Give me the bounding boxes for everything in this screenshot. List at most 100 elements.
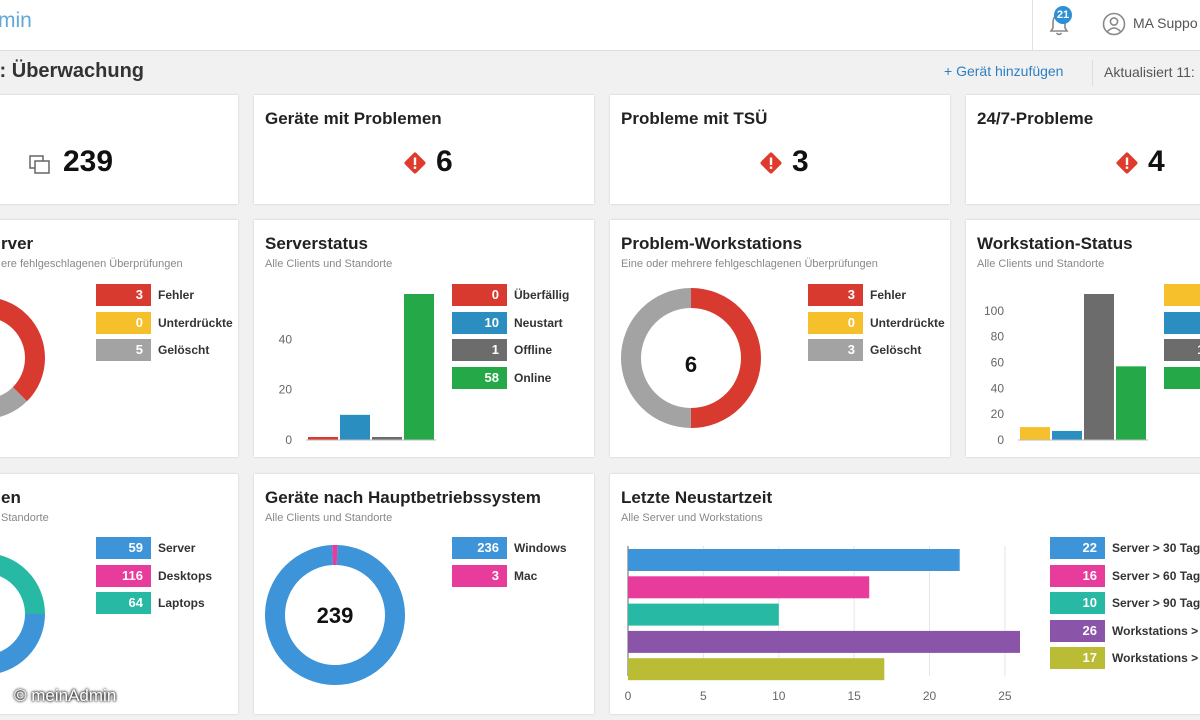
legend-value: 16	[1050, 564, 1105, 587]
donut-slice[interactable]	[0, 297, 45, 419]
legend-value: 59	[96, 537, 151, 559]
y-tick-label: 20	[279, 383, 293, 397]
x-tick-label: 15	[847, 689, 861, 703]
x-tick-label: 25	[998, 689, 1012, 703]
restart-chart: 0 5 10 15 20 25	[625, 546, 1020, 703]
card-title: Probleme mit TSÜ	[621, 109, 768, 128]
donut-slice[interactable]	[0, 555, 45, 673]
warning-icon	[760, 152, 782, 174]
bar[interactable]	[1052, 430, 1082, 440]
donut-center-value: 239	[317, 603, 354, 628]
legend-label: Gelöscht	[158, 343, 210, 357]
card-problem-devices[interactable]: Geräte mit Problemen 6	[254, 95, 594, 204]
devices-count: 239	[63, 145, 114, 178]
card-title: en	[1, 488, 21, 507]
legend-label: Laptops	[158, 596, 205, 610]
card-247-problems[interactable]: 24/7-Probleme 4	[966, 95, 1200, 204]
last-updated: Aktualisiert 11:	[1104, 64, 1195, 80]
card-restart[interactable]: Letzte Neustartzeit Alle Server und Work…	[610, 474, 1200, 714]
bar[interactable]	[628, 658, 885, 681]
legend-value: 17	[1050, 647, 1105, 669]
os-donut: 239	[265, 545, 405, 685]
card-title: Serverstatus	[265, 234, 369, 253]
legend-value: 58	[452, 366, 507, 389]
topbar-divider	[1032, 0, 1033, 50]
bar[interactable]	[340, 414, 370, 440]
legend-label: Workstations >	[1112, 651, 1199, 665]
device-types-donut	[0, 555, 45, 673]
bar[interactable]	[404, 294, 434, 440]
brand-logo[interactable]: min	[0, 9, 32, 32]
toolbar-divider	[1092, 60, 1093, 86]
legend-value	[1164, 311, 1200, 334]
card-os[interactable]: Geräte nach Hauptbetriebssystem Alle Cli…	[254, 474, 594, 714]
user-name[interactable]: MA Suppo	[1133, 15, 1198, 31]
card-subtitle: Alle Clients und Standorte	[265, 258, 393, 270]
legend-label: Desktops	[158, 568, 213, 583]
legend-label: Workstations >	[1112, 623, 1199, 638]
card-title: Problem-Workstations	[621, 234, 803, 253]
y-tick-label: 80	[991, 330, 1005, 344]
x-tick-label: 0	[625, 689, 632, 703]
bar[interactable]	[1020, 427, 1050, 440]
card-device-types[interactable]: en Standorte 59 Server 116 Desktops 64 Laptop…	[0, 474, 238, 714]
bar[interactable]	[1084, 294, 1114, 440]
card-subtitle: Alle Clients und Standorte	[265, 512, 393, 524]
legend-value: 0	[808, 311, 863, 334]
problem-server-donut	[0, 297, 45, 419]
legend-value: 5	[1164, 366, 1200, 389]
y-tick-label: 100	[984, 304, 1004, 318]
card-tsu-problems[interactable]: Probleme mit TSÜ 3	[610, 95, 950, 204]
legend-value: 26	[1050, 619, 1105, 642]
card-workstation-status[interactable]: Workstation-Status Alle Clients und Stan…	[966, 220, 1200, 457]
legend-label: Überfällig	[514, 288, 570, 302]
bar[interactable]	[1116, 366, 1146, 440]
problem-devices-count: 6	[436, 145, 453, 178]
legend-value: 3	[808, 339, 863, 361]
legend-label: Offline	[514, 343, 552, 357]
legend-value: 10	[1050, 592, 1105, 614]
y-tick-label: 0	[285, 433, 292, 447]
card-title: rver	[1, 234, 34, 253]
donut-center-value: 6	[685, 352, 697, 377]
donut-slice[interactable]	[621, 288, 761, 428]
workstation-status-chart: 0 20 40 60 80 100	[984, 294, 1148, 447]
bar[interactable]	[308, 437, 338, 440]
card-title: Geräte nach Hauptbetriebssystem	[265, 488, 541, 507]
card-devices[interactable]: 239	[0, 95, 238, 204]
bar[interactable]	[628, 549, 960, 571]
bar[interactable]	[372, 437, 402, 440]
donut-slice[interactable]	[265, 545, 405, 685]
legend-value: 11	[1164, 339, 1200, 361]
user-icon[interactable]	[1102, 12, 1126, 36]
notification-badge[interactable]: 21	[1054, 6, 1072, 24]
legend-label: Server > 30 Tag	[1112, 541, 1200, 555]
card-problem-workstations[interactable]: Problem-Workstations Eine oder mehrere f…	[610, 220, 950, 457]
legend-label: Online	[514, 370, 552, 385]
legend-label: Server > 90 Tag	[1112, 596, 1200, 610]
bar[interactable]	[628, 630, 1020, 653]
legend-label: Gelöscht	[870, 343, 922, 357]
card-subtitle: ere fehlgeschlagenen Überprüfungen	[1, 258, 183, 270]
bar[interactable]	[628, 603, 779, 626]
legend-label: Fehler	[870, 288, 907, 302]
legend-label: Server > 60 Tag	[1112, 568, 1200, 583]
tsu-problems-count: 3	[792, 145, 809, 178]
card-title: Geräte mit Problemen	[265, 109, 442, 128]
card-title: Workstation-Status	[977, 234, 1133, 253]
legend-label: Mac	[514, 568, 538, 583]
card-subtitle: Standorte	[1, 512, 49, 524]
x-tick-label: 20	[923, 689, 937, 703]
card-problem-server[interactable]: rver ere fehlgeschlagenen Überprüfungen …	[0, 220, 238, 457]
warning-icon	[1116, 152, 1138, 174]
devices-icon	[29, 155, 50, 174]
card-title: 24/7-Probleme	[977, 109, 1094, 128]
legend-value: 3	[452, 564, 507, 587]
page-title: l: Überwachung	[0, 60, 145, 82]
card-server-status[interactable]: Serverstatus Alle Clients und Standorte …	[254, 220, 594, 457]
add-device-button[interactable]: + Gerät hinzufügen	[944, 63, 1064, 79]
legend-label: Neustart	[514, 315, 563, 330]
card-subtitle: Alle Server und Workstations	[621, 512, 763, 524]
legend-value: 5	[96, 339, 151, 361]
bar[interactable]	[628, 576, 870, 599]
